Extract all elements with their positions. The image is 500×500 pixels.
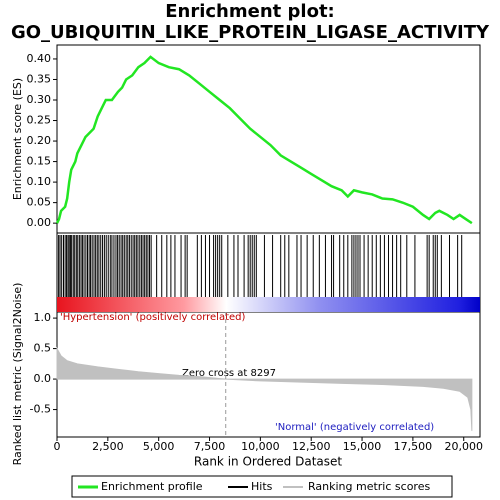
annotation: Zero cross at 8297 [182,368,276,379]
y-tick-label: 0.25 [27,114,52,127]
annotation: 'Hypertension' (positively correlated) [60,312,246,323]
x-axis-label: Rank in Ordered Dataset [194,455,342,469]
x-tick-label: 0 [54,440,61,453]
metric-area [56,346,473,431]
y-tick-label: 0.15 [27,155,52,168]
y-tick-label: -0.5 [30,403,51,416]
es-line [55,55,473,225]
x-tick-label: 5,000 [143,440,175,453]
y-axis-label: Enrichment score (ES) [11,78,24,200]
x-tick-label: 2,500 [92,440,124,453]
plot-frame [56,44,481,438]
legend-label: Ranking metric scores [308,480,430,493]
y-tick-label: 0.30 [27,93,52,106]
legend-label: Hits [251,480,273,493]
x-tick-label: 7,500 [194,440,226,453]
legend-label: Enrichment profile [101,480,203,493]
x-tick-label: 17,500 [394,440,433,453]
rank-color-bar [57,297,480,312]
y-tick-label: 0.40 [27,52,52,65]
chart-title: GO_UBIQUITIN_LIKE_PROTEIN_LIGASE_ACTIVIT… [11,22,490,43]
y-tick-label: 0.10 [27,175,52,188]
y-tick-label: 0.0 [34,372,52,385]
x-tick-label: 12,500 [292,440,331,453]
x-tick-label: 10,000 [241,440,280,453]
y-tick-label: 0.05 [27,196,52,209]
chart-title: Enrichment plot: [165,1,335,22]
x-tick-label: 20,000 [444,440,483,453]
legend [71,475,453,498]
annotation: 'Normal' (negatively correlated) [275,422,434,433]
y-axis-label: Ranked list metric (Signal2Noise) [11,283,24,466]
y-tick-label: 0.35 [27,72,52,85]
x-tick-label: 15,000 [343,440,382,453]
y-tick-label: 0.00 [27,216,52,229]
y-tick-label: 0.20 [27,134,52,147]
y-tick-label: 1.0 [34,311,52,324]
y-tick-label: 0.5 [34,342,52,355]
